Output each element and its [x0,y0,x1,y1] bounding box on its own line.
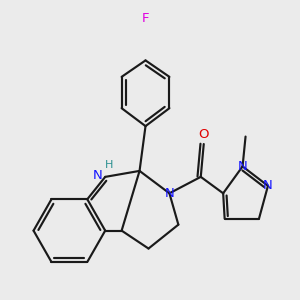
Text: F: F [142,12,149,26]
Text: O: O [199,128,209,141]
Text: N: N [164,187,174,200]
Text: N: N [238,160,248,173]
Text: N: N [263,179,273,192]
Text: N: N [93,169,103,182]
Text: H: H [105,160,113,170]
